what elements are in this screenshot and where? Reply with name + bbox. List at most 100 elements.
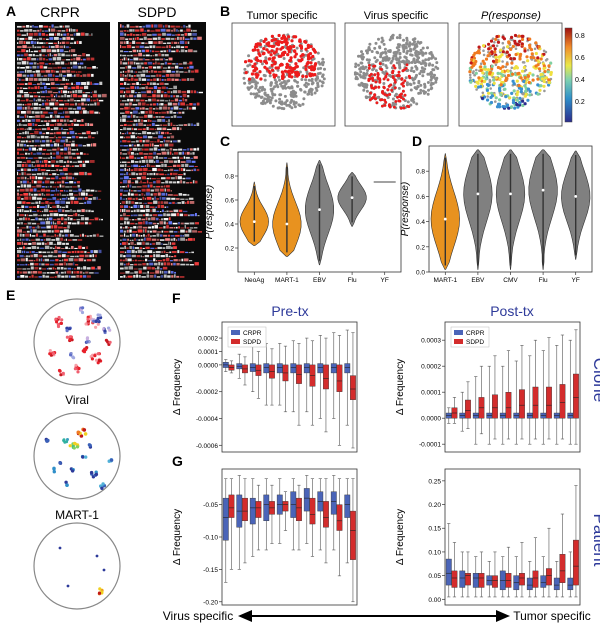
sequence-glyph [39,53,42,57]
box-sdpd [573,373,579,419]
sequence-glyph [92,91,94,94]
sequence-glyph [135,250,137,254]
sequence-glyph [42,153,46,155]
sequence-glyph [72,157,77,159]
sequence-glyph [147,34,152,36]
sequence-glyph [161,65,163,69]
sequence-glyph [86,67,92,69]
sequence-glyph [168,25,170,28]
sequence-glyph [154,141,157,143]
umap-point-highlight [258,70,262,74]
sequence-glyph [143,214,145,217]
sequence-glyph [124,221,126,225]
box-sdpd [336,364,343,392]
sequence-glyph [35,258,39,262]
sequence-glyph [136,255,141,258]
sequence-glyph [28,86,31,90]
umap-point-highlight [374,80,378,84]
umap-point-highlight [285,65,289,69]
sequence-glyph [89,110,94,114]
sequence-glyph [50,185,52,188]
sequence-glyph [75,102,77,106]
sequence-glyph [31,161,36,163]
sequence-glyph [154,225,158,229]
violin-median [574,195,578,198]
umap-point-colored [487,47,491,51]
umap-point-colored [517,34,521,38]
umap-point-colored [497,105,502,109]
umap-point [243,81,247,85]
sequence-glyph [27,123,32,126]
sequence-glyph [21,208,24,213]
sequence-glyph [42,157,47,159]
sequence-glyph [67,99,70,102]
sequence-glyph [26,173,32,176]
umap-point-highlight [407,105,411,108]
umap-point [374,60,378,64]
umap-point [542,49,546,53]
sequence-glyph [61,267,64,270]
sequence-glyph [87,251,90,254]
sequence-glyph [145,42,148,44]
sequence-glyph [180,180,182,184]
sequence-glyph [133,75,136,77]
sequence-glyph [159,211,162,213]
umap-point [263,74,267,78]
sequence-glyph [140,28,144,32]
umap-point-highlight [288,72,292,76]
umap-point-highlight [287,35,291,39]
umap-point [419,91,422,95]
sequence-glyph [48,26,51,28]
sequence-glyph [133,95,137,98]
sequence-glyph [89,123,94,126]
umap-point [279,93,283,97]
sequence-glyph [35,111,40,114]
umap-point-colored [510,72,515,76]
umap-point-highlight [368,98,372,102]
sequence-glyph [36,152,42,155]
sequence-glyph [62,209,65,213]
sequence-glyph [44,245,50,249]
sequence-glyph [175,202,177,204]
sequence-glyph [125,57,128,61]
sequence-glyph [162,70,166,73]
sequence-glyph [38,235,43,237]
umap-point-highlight [255,56,259,60]
sequence-glyph [61,131,67,135]
umap-point-highlight [383,104,387,107]
umap-point [242,76,246,80]
sequence-glyph [120,262,124,266]
sequence-glyph [125,235,130,237]
umap-point-highlight [298,39,302,43]
sequence-glyph [126,83,130,85]
sequence-glyph [145,24,151,28]
umap-point-highlight [263,65,267,69]
sequence-glyph [96,233,99,237]
umap-point [412,81,416,85]
sequence-glyph [59,73,61,77]
sequence-glyph [159,219,161,221]
sequence-glyph [137,186,142,188]
umap-point [390,59,394,63]
umap-point [469,76,472,79]
sequence-glyph [71,271,73,274]
umap-point-highlight [284,42,289,47]
sequence-glyph [20,99,26,102]
umap-point-highlight [251,64,255,69]
sequence-glyph [28,36,33,40]
sequence-glyph [160,239,165,241]
sequence-glyph [165,254,168,258]
sequence-glyph [167,102,172,106]
sequence-glyph [122,194,128,196]
sequence-glyph [187,148,190,151]
umap-point [426,92,430,96]
umap-point [365,95,369,99]
sequence-glyph [30,229,33,233]
umap-point-colored [508,96,512,100]
sequence-glyph [17,249,22,254]
sequence-glyph [184,225,186,229]
sequence-glyph [138,221,143,225]
umap-point-colored [509,57,513,61]
sequence-glyph [140,156,144,159]
sequence-glyph [70,200,74,204]
